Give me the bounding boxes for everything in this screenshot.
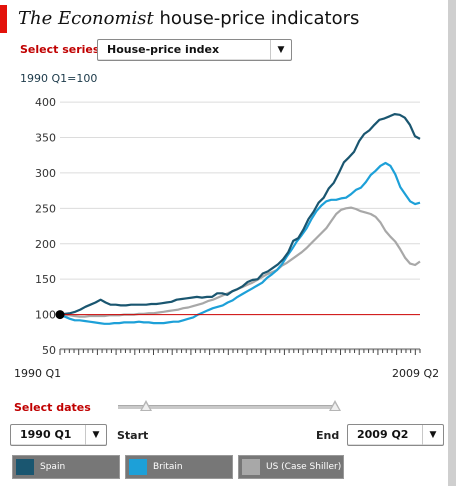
select-dates-label: Select dates (14, 401, 91, 414)
legend-label-spain: Spain (40, 462, 66, 472)
legend-swatch-us (242, 459, 260, 475)
title-text: house-price indicators (153, 8, 360, 29)
y-tick-label: 150 (35, 273, 56, 286)
end-date-value: 2009 Q2 (357, 428, 409, 441)
end-slider-handle[interactable] (329, 400, 341, 411)
y-tick-label: 200 (35, 238, 56, 251)
end-label: End (316, 429, 340, 442)
legend-item-spain[interactable]: Spain (12, 455, 120, 479)
chevron-down-icon: ▼ (270, 40, 291, 60)
legend-swatch-spain (16, 459, 34, 475)
chevron-down-icon: ▼ (422, 425, 443, 445)
select-series-label: Select series (20, 43, 100, 56)
legend-label-britain: Britain (153, 462, 183, 472)
start-point-marker (55, 310, 65, 320)
date-range-slider-track[interactable] (118, 405, 338, 409)
y-tick-label: 250 (35, 202, 56, 215)
start-date-value: 1990 Q1 (20, 428, 72, 441)
title-publication: The Economist (18, 8, 154, 29)
chevron-down-icon: ▼ (85, 425, 106, 445)
y-tick-label: 50 (42, 344, 56, 357)
y-tick-label: 100 (35, 309, 56, 322)
series-line-us-case-shiller (59, 206, 421, 318)
series-line-britain (59, 161, 421, 325)
chart-subtitle: 1990 Q1=100 (20, 72, 98, 85)
page-title: The Economist house-price indicators (18, 8, 359, 29)
legend-swatch-britain (129, 459, 147, 475)
legend-item-britain[interactable]: Britain (125, 455, 233, 479)
series-dropdown-value: House-price index (107, 43, 220, 56)
legend-label-us: US (Case Shiller) (266, 462, 342, 472)
start-label: Start (117, 429, 149, 442)
series-line-spain (59, 112, 421, 316)
y-tick-label: 350 (35, 132, 56, 145)
brand-bar (0, 5, 7, 33)
line-chart: 50 100 150 200 250 300 350 400 (35, 96, 421, 357)
end-date-dropdown[interactable]: 2009 Q2 ▼ (347, 424, 444, 446)
x-start-label: 1990 Q1 (14, 367, 62, 380)
series-dropdown[interactable]: House-price index ▼ (97, 39, 292, 61)
y-tick-label: 400 (35, 96, 56, 109)
start-slider-handle[interactable] (140, 400, 152, 411)
x-end-label: 2009 Q2 (392, 367, 440, 380)
start-date-dropdown[interactable]: 1990 Q1 ▼ (10, 424, 107, 446)
legend-item-us[interactable]: US (Case Shiller) (238, 455, 344, 479)
y-tick-label: 300 (35, 167, 56, 180)
